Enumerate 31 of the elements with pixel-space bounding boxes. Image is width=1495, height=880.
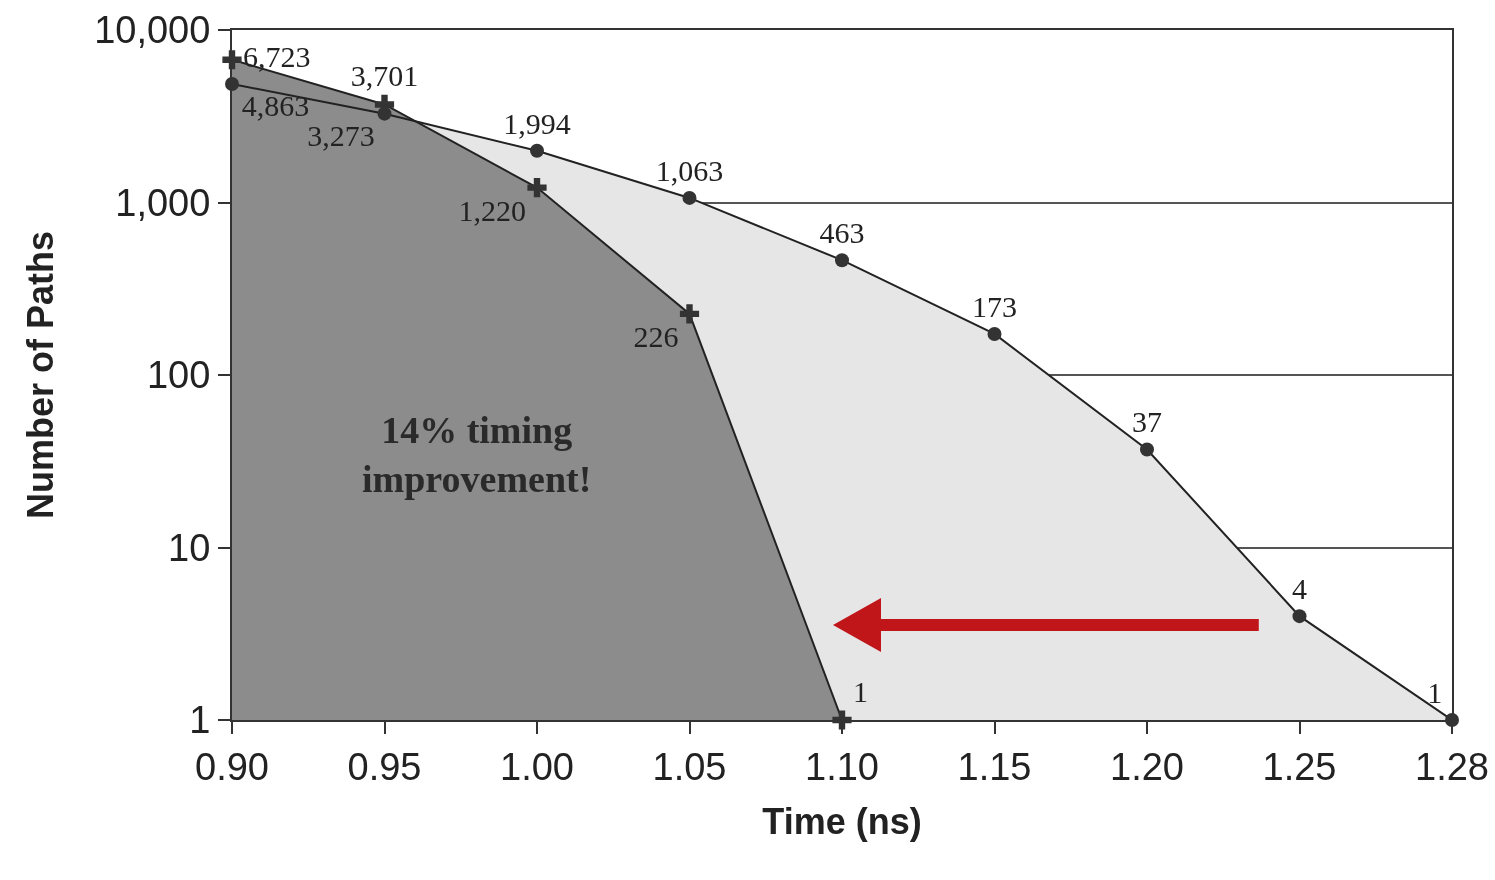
- data-label: 1,994: [503, 106, 571, 140]
- data-label: 1: [1427, 675, 1443, 709]
- data-label: 173: [972, 289, 1017, 323]
- y-tick-label: 100: [146, 354, 211, 397]
- x-tick-label: 1.28: [1415, 745, 1489, 788]
- x-tick-label: 0.95: [347, 745, 422, 788]
- x-tick-label: 1.05: [652, 745, 727, 788]
- x-tick-label: 1.00: [500, 745, 574, 788]
- data-label: 3,701: [350, 58, 419, 92]
- x-tick-label: 1.10: [805, 745, 879, 788]
- data-label: 3,273: [307, 118, 375, 152]
- x-tick-label: 1.25: [1262, 745, 1337, 788]
- data-label: 6,723: [243, 40, 311, 74]
- x-axis-title: Time (ns): [762, 800, 922, 842]
- x-tick-label: 1.15: [957, 745, 1032, 788]
- data-label: 1: [853, 674, 868, 708]
- y-tick-label: 1,000: [115, 181, 211, 224]
- data-label: 1,063: [655, 153, 724, 187]
- y-tick-label: 1: [189, 699, 211, 742]
- y-tick-label: 10,000: [94, 9, 211, 52]
- x-tick-label: 0.90: [195, 745, 269, 788]
- data-label: 1,220: [458, 194, 526, 228]
- y-tick-label: 10: [168, 526, 211, 569]
- data-label: 463: [819, 215, 865, 249]
- data-label: 37: [1132, 405, 1162, 439]
- x-tick-label: 1.20: [1110, 745, 1184, 788]
- y-axis-title: Number of Paths: [19, 230, 61, 520]
- data-label: 4: [1292, 571, 1307, 605]
- data-label: 226: [633, 320, 679, 354]
- data-label: 4,863: [241, 89, 310, 123]
- annotation: 14% timing improvement!: [362, 409, 592, 501]
